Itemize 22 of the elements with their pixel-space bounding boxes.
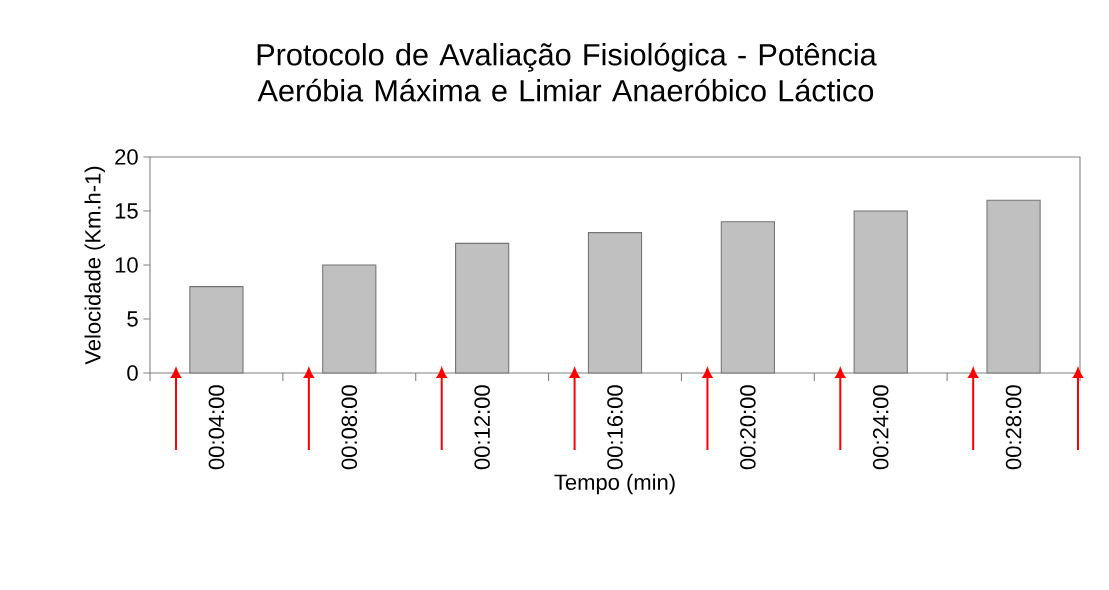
x-tick-label: 00:24:00: [872, 385, 889, 470]
bar: [189, 286, 244, 374]
y-tick-label: 5: [127, 311, 138, 327]
y-tick-label: 10: [115, 257, 138, 273]
y-tick-label: 15: [115, 203, 138, 219]
chart-title: Protocolo de Avaliação Fisiológica - Potência Aeróbia Máxima e Limiar Anaeróbico Láctico: [257, 42, 877, 102]
y-axis-title: Velocidade (Km.h-1): [84, 166, 106, 365]
x-tick-label: 00:04:00: [208, 385, 225, 470]
x-tick-label: 00:16:00: [607, 385, 623, 470]
bar: [853, 210, 908, 374]
bar: [455, 242, 510, 374]
x-tick-label: 00:28:00: [1005, 385, 1022, 470]
bar: [322, 264, 377, 374]
bar: [986, 199, 1041, 374]
x-tick-label: 00:08:00: [341, 385, 358, 470]
y-tick-label: 20: [115, 149, 138, 165]
bar: [720, 221, 775, 374]
bar: [587, 232, 643, 374]
x-tick-label: 00:12:00: [474, 385, 490, 470]
x-tick-label: 00:20:00: [740, 385, 756, 470]
x-axis-title: Tempo (min): [554, 473, 675, 495]
y-tick-label: 0: [127, 365, 138, 381]
